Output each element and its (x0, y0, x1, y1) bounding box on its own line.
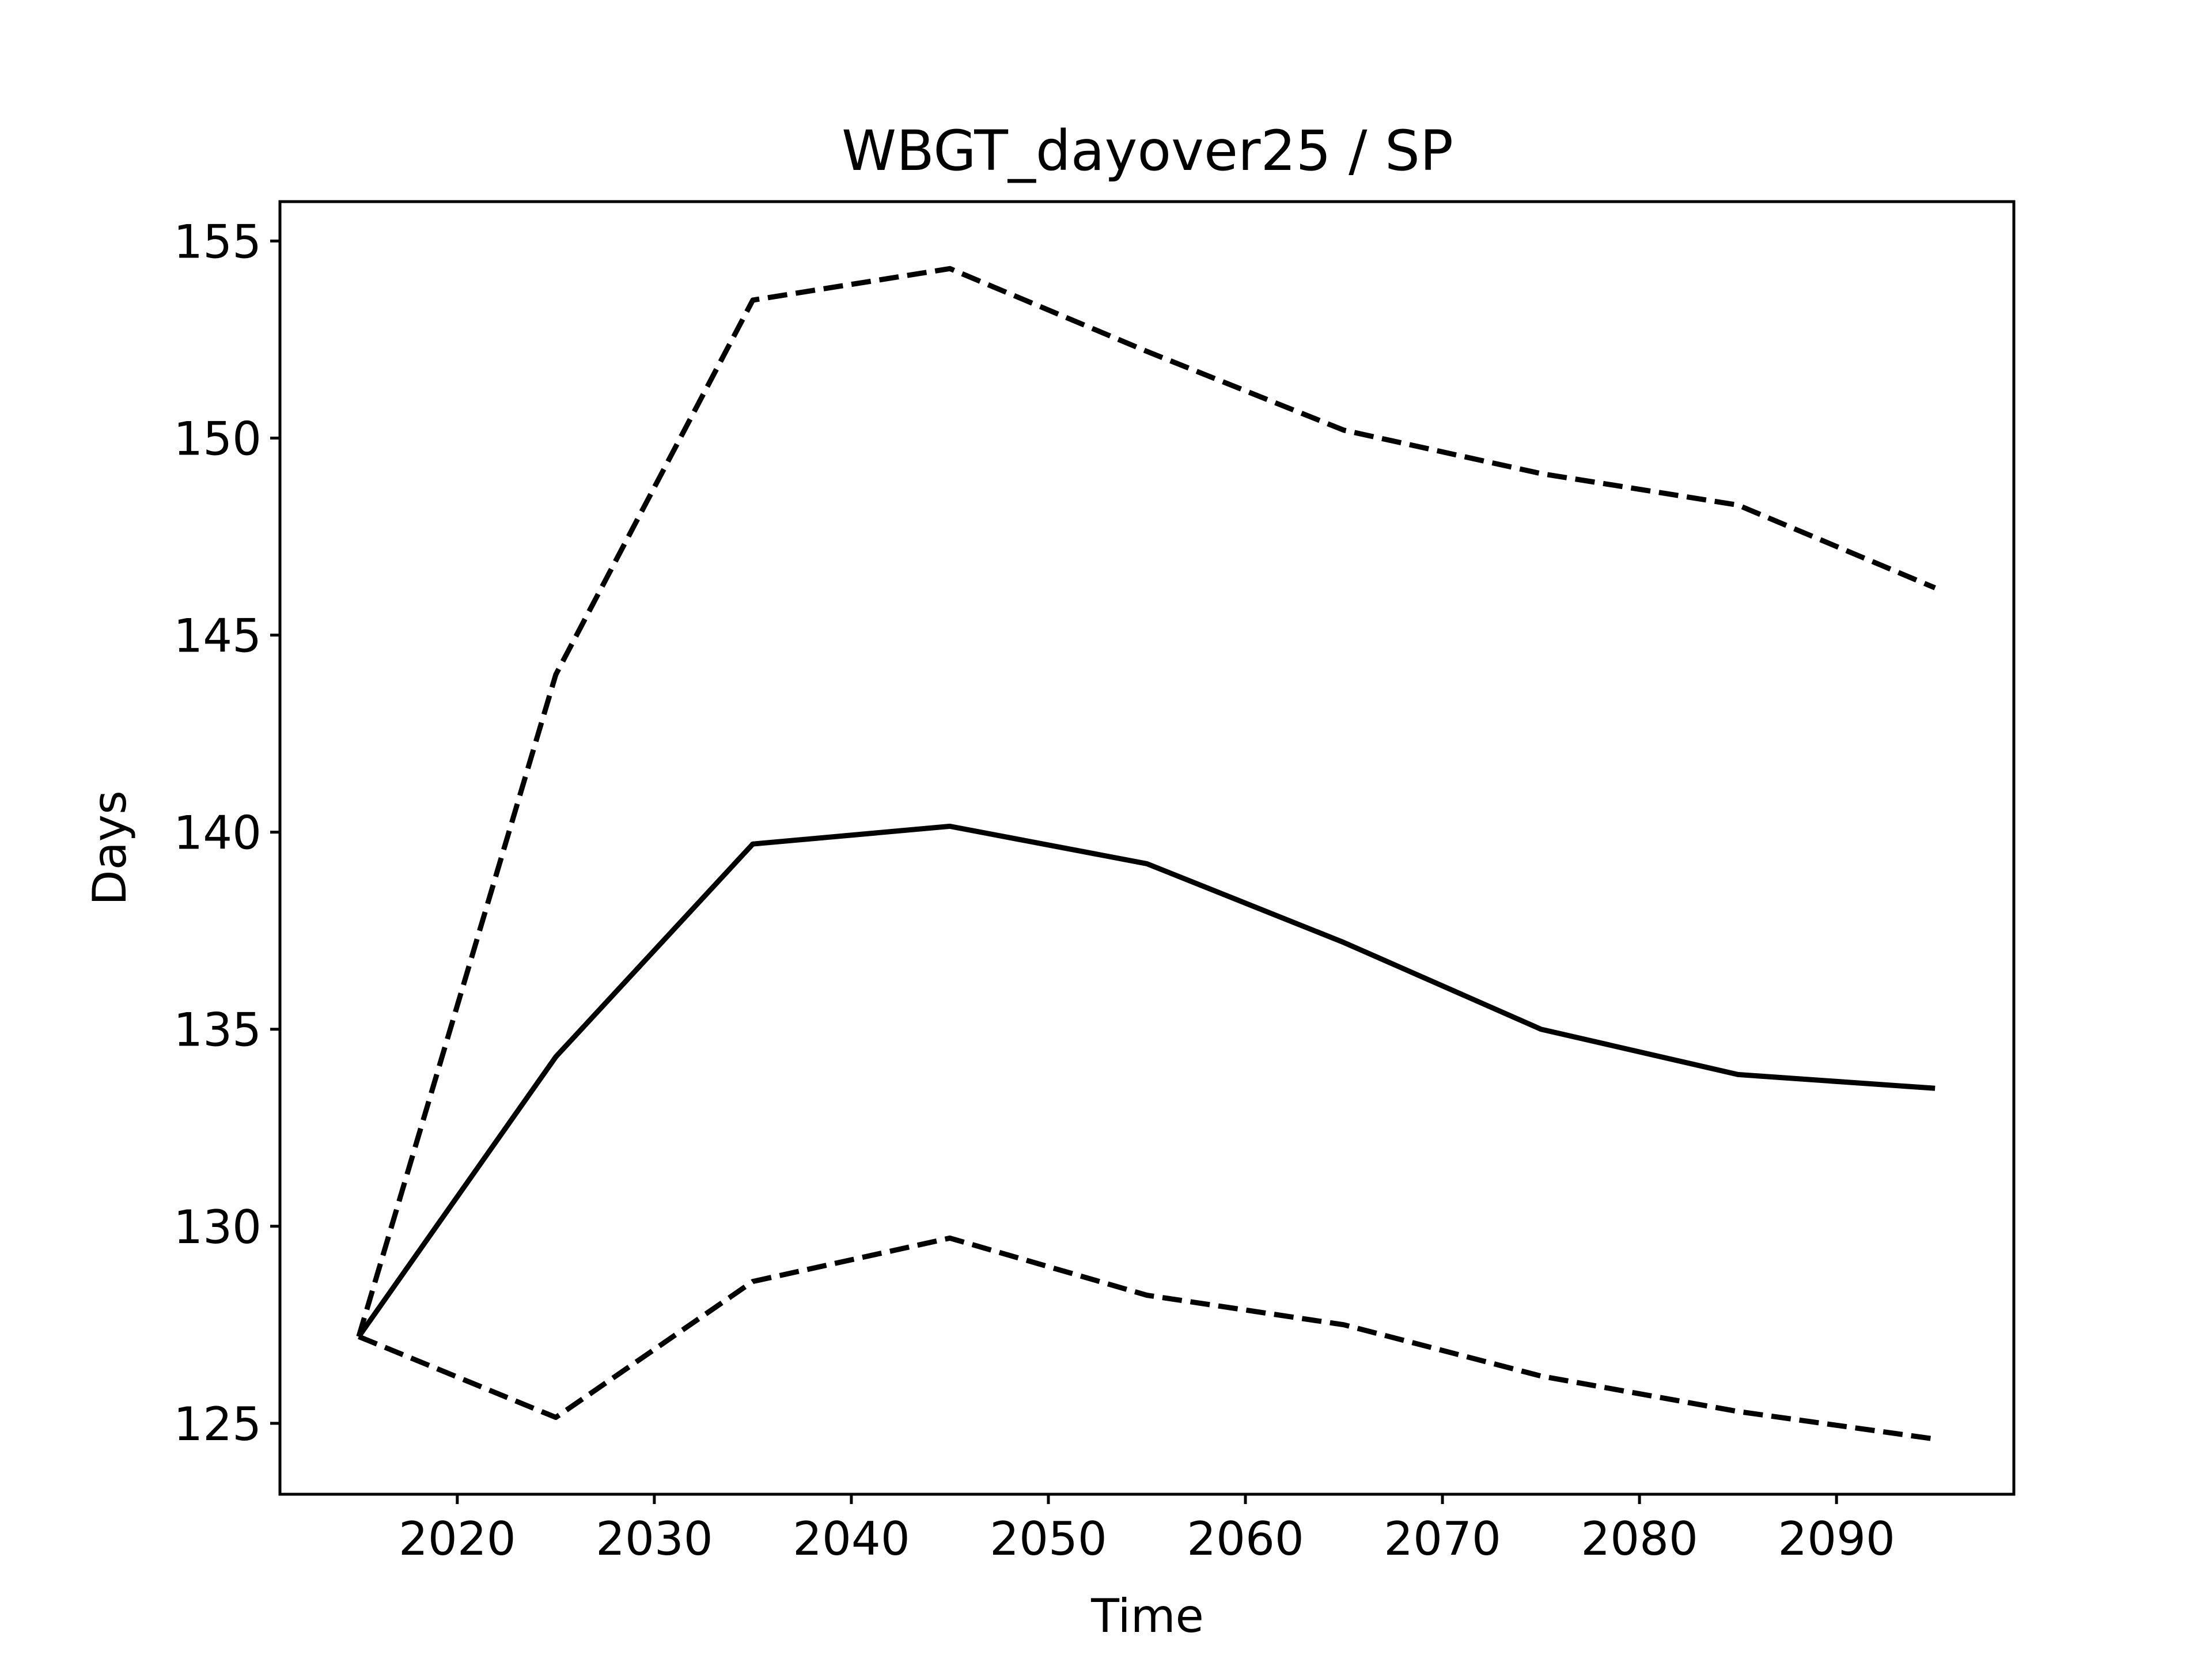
y-axis: 125 130 135 140 145 150 155 (173, 215, 280, 1451)
series-layer (356, 266, 1936, 1442)
series-line-2 (357, 823, 1936, 1338)
y-tick-label: 140 (173, 806, 262, 860)
x-tick-label: 2050 (990, 1512, 1107, 1566)
x-tick-label: 2020 (399, 1512, 516, 1566)
series-line-3 (358, 1235, 1936, 1442)
x-tick-label: 2070 (1384, 1512, 1501, 1566)
y-tick-label: 150 (173, 412, 262, 465)
x-tick-label: 2060 (1187, 1512, 1304, 1566)
chart-title: WBGT_dayover25 / SP (842, 119, 1453, 183)
plot-frame (278, 200, 2016, 1496)
series-line-1 (356, 266, 1936, 1338)
y-axis-label: Days (83, 790, 137, 906)
x-tick-label: 2040 (793, 1512, 910, 1566)
x-axis: 2020 2030 2040 2050 2060 2070 2080 2090 (399, 1494, 1895, 1566)
y-tick-label: 125 (173, 1397, 262, 1451)
y-tick-label: 130 (173, 1200, 262, 1254)
y-tick-label: 135 (173, 1003, 262, 1057)
y-tick-label: 155 (173, 215, 262, 268)
x-tick-label: 2030 (596, 1512, 713, 1566)
x-axis-label: Time (1090, 1589, 1204, 1643)
x-tick-label: 2080 (1581, 1512, 1698, 1566)
x-tick-label: 2090 (1778, 1512, 1895, 1566)
y-tick-label: 145 (173, 609, 262, 663)
